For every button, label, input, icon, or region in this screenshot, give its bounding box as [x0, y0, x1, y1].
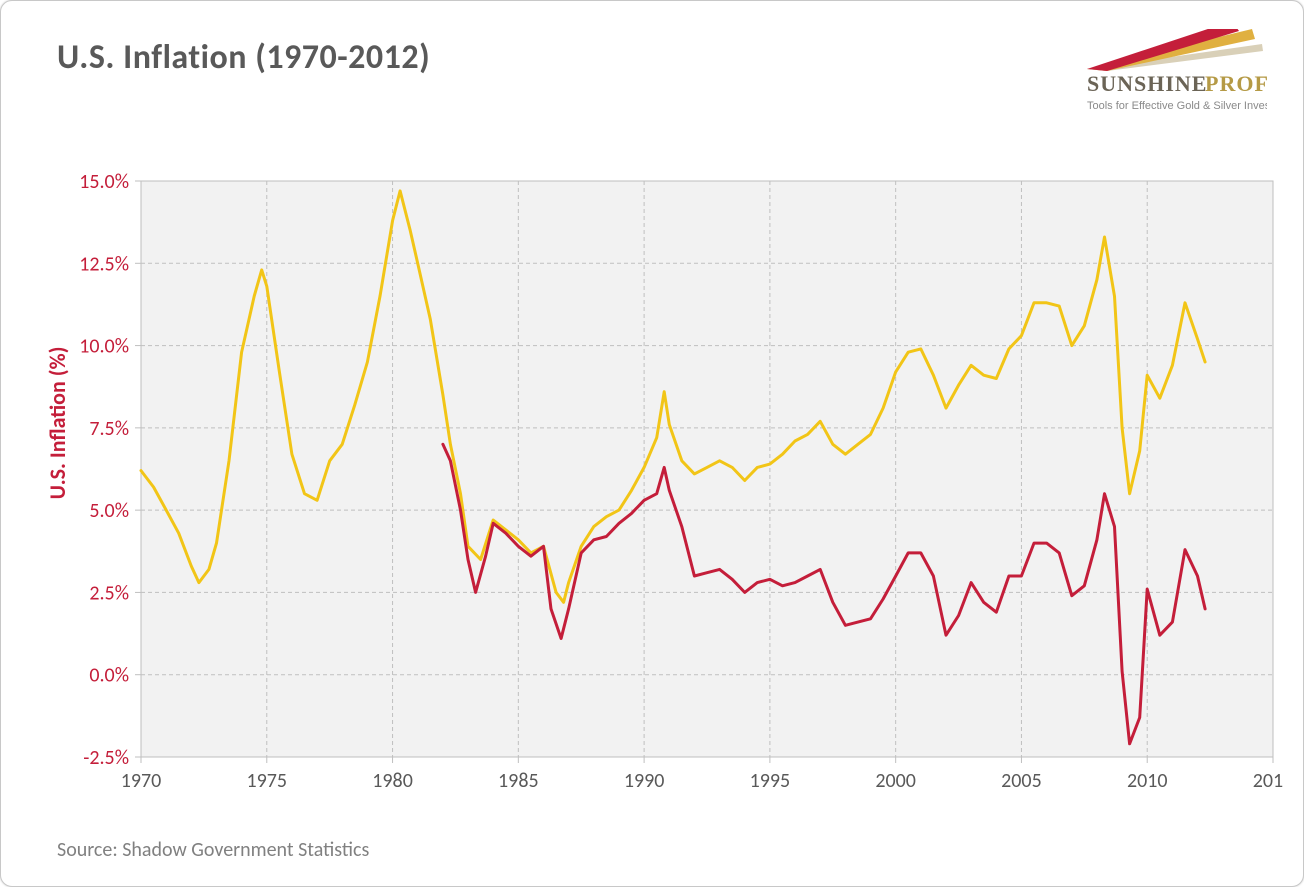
- brand-logo: SUNSHINE PROFITS Tools for Effective Gol…: [967, 29, 1267, 129]
- svg-text:15.0%: 15.0%: [79, 171, 129, 194]
- svg-text:SUNSHINE: SUNSHINE: [1087, 71, 1207, 96]
- source-text: Source: Shadow Government Statistics: [57, 838, 369, 862]
- svg-text:Tools for Effective Gold & Sil: Tools for Effective Gold & Silver Invest…: [1087, 100, 1267, 112]
- svg-text:2015: 2015: [1253, 769, 1283, 793]
- svg-text:7.5%: 7.5%: [89, 417, 129, 441]
- svg-text:2.5%: 2.5%: [89, 581, 129, 605]
- logo-rays-icon: [1087, 29, 1263, 71]
- line-chart: -2.5% 0.0% 2.5% 5.0% 7.5% 10.0% 12.5% 15.0% 1970…: [43, 171, 1283, 811]
- chart-card: U.S. Inflation (1970-2012) SUNSHINE PROF…: [0, 0, 1304, 887]
- logo-svg: SUNSHINE PROFITS Tools for Effective Gol…: [967, 29, 1267, 129]
- svg-text:1980: 1980: [372, 769, 413, 793]
- svg-text:2000: 2000: [875, 769, 916, 793]
- chart-area: -2.5% 0.0% 2.5% 5.0% 7.5% 10.0% 12.5% 15.0% 1970…: [43, 171, 1283, 811]
- svg-text:1985: 1985: [498, 769, 539, 793]
- svg-text:5.0%: 5.0%: [89, 499, 129, 523]
- svg-text:12.5%: 12.5%: [79, 252, 129, 276]
- svg-text:0.0%: 0.0%: [89, 664, 129, 688]
- svg-text:2010: 2010: [1127, 769, 1168, 793]
- svg-text:-2.5%: -2.5%: [83, 746, 129, 770]
- svg-text:1995: 1995: [750, 769, 791, 793]
- svg-text:10.0%: 10.0%: [79, 335, 129, 359]
- svg-text:2005: 2005: [1001, 769, 1042, 793]
- svg-text:1975: 1975: [247, 769, 288, 793]
- chart-title: U.S. Inflation (1970-2012): [57, 37, 430, 78]
- svg-text:U.S. Inflation (%): U.S. Inflation (%): [44, 346, 71, 499]
- svg-text:1970: 1970: [121, 769, 162, 793]
- svg-text:PROFITS: PROFITS: [1205, 71, 1267, 96]
- svg-text:1990: 1990: [624, 769, 665, 793]
